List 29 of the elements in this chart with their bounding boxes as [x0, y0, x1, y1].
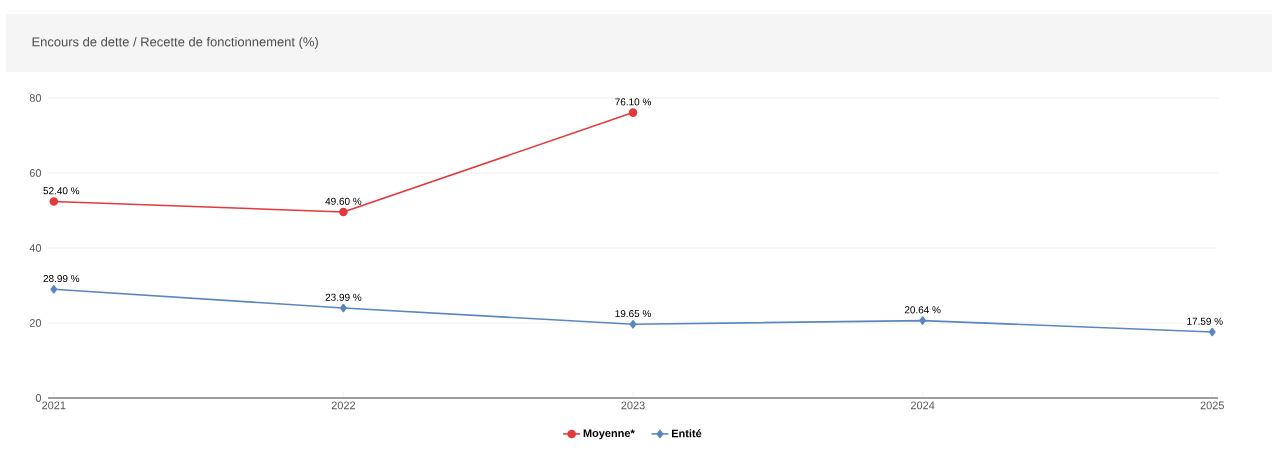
point — [340, 303, 347, 313]
point — [339, 207, 348, 217]
point — [919, 316, 927, 325]
data-label: 20.64 % — [904, 306, 941, 314]
data-label: 49.60 % — [325, 197, 362, 205]
legend-label: Moyenne* — [583, 429, 635, 440]
y-tick-label: 40 — [29, 244, 42, 252]
data-label: 52.40 % — [43, 187, 80, 195]
x-tick-label: 2025 — [1200, 401, 1224, 410]
data-label: 19.65 % — [615, 310, 651, 318]
point — [49, 197, 59, 206]
legend-label: Entité — [671, 429, 702, 438]
y-tick-label: 20 — [29, 319, 42, 327]
point — [50, 284, 58, 294]
x-tick-label: 2023 — [621, 401, 645, 410]
x-tick-label: 2024 — [910, 401, 935, 410]
point — [628, 108, 638, 117]
x-tick-label: 2022 — [331, 401, 356, 410]
y-tick-label: 60 — [29, 169, 42, 177]
chart-title: Encours de dette / Recette de fonctionnement (%) — [32, 36, 318, 50]
data-label: 28.99 % — [43, 275, 80, 283]
data-label: 23.99 % — [325, 293, 362, 301]
data-label: 76.10 % — [615, 98, 651, 106]
x-tick-label: 2021 — [42, 401, 66, 410]
point — [1208, 327, 1216, 337]
y-tick-label: 0 — [35, 394, 42, 402]
data-label: 17.59 % — [1187, 317, 1223, 325]
y-tick-label: 80 — [29, 94, 42, 102]
point — [629, 320, 637, 329]
